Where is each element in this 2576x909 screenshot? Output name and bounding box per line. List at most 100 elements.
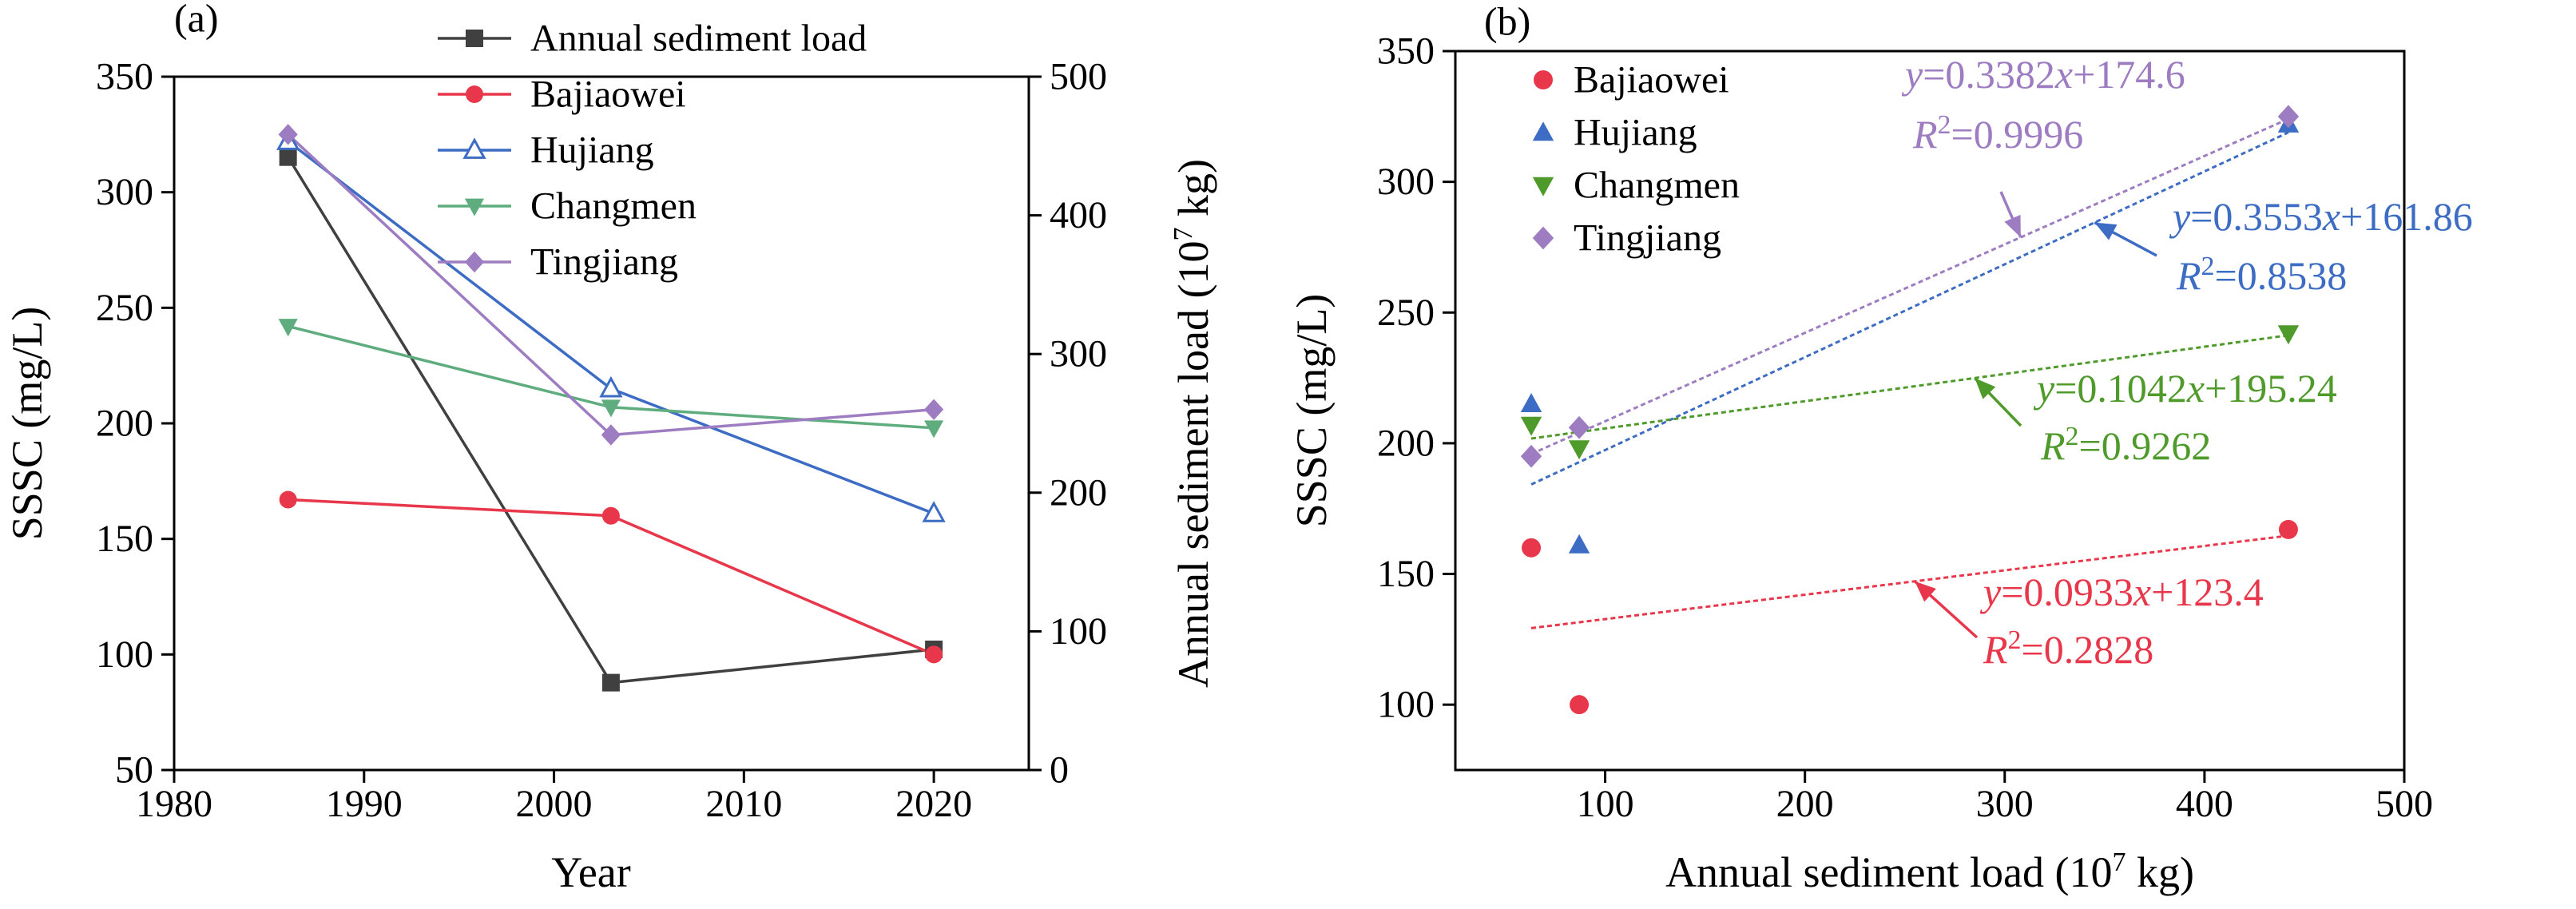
chart-a-y2-tick-label: 300 <box>1050 333 1107 375</box>
chart-b-fit-line-bajiaowei <box>1530 534 2289 629</box>
chart-b-legend: Bajiaowei Hujiang Changmen Tingjiang <box>1532 59 1740 260</box>
chart-a-legend-marker <box>464 198 485 216</box>
chart-a-y2-label-end: kg) <box>1169 159 1217 227</box>
chart-a-x-tick-label: 2020 <box>895 783 972 825</box>
chart-b-legend-marker <box>1532 226 1554 250</box>
chart-a-y2-axis-label: Annual sediment load (107 kg) <box>1169 159 1217 688</box>
chart-a-y2-label-sup: 7 <box>1169 228 1198 241</box>
chart-b-fit-r2: R2=0.8538 <box>2176 252 2347 298</box>
chart-a-panel-label: (a) <box>174 0 219 40</box>
chart-a-legend-label: Hujiang <box>530 129 654 172</box>
chart-a-y2-tick-label: 500 <box>1050 56 1107 98</box>
chart-a-y-tick-label: 100 <box>96 633 153 676</box>
chart-a-y2-tick-label: 200 <box>1050 471 1107 514</box>
chart-a-point-tingjiang <box>924 399 944 420</box>
chart-a-x-tick-label: 2010 <box>705 783 782 825</box>
chart-b-x-label-sup: 7 <box>2112 847 2125 877</box>
chart-b-point-tingjiang <box>1520 444 1542 468</box>
chart-b-legend-marker <box>1534 70 1553 89</box>
chart-a-point-tingjiang <box>278 124 298 145</box>
chart-b-point-hujiang <box>1568 534 1590 554</box>
chart-b-point-changmen <box>2277 325 2300 345</box>
chart-b-fit-equation: y=0.0933x+123.4 <box>1979 570 2264 614</box>
chart-a-legend-label: Bajiaowei <box>530 73 686 116</box>
chart-b-y-tick-label: 250 <box>1377 292 1435 334</box>
chart-a-y-tick-label: 150 <box>96 518 153 560</box>
chart-a-legend: Annual sediment load Bajiaowei Hujiang Chan… <box>438 18 867 284</box>
chart-a-y2-label-main: Annual sediment load (10 <box>1169 241 1217 688</box>
chart-b-fit-equation: y=0.3553x+161.86 <box>2169 194 2473 239</box>
chart-a-point-bajiaowei <box>601 506 620 525</box>
chart-b-fit-r2: R2=0.9262 <box>2040 422 2211 468</box>
chart-b-x-tick-label: 300 <box>1976 783 2034 825</box>
chart-a-point-changmen <box>924 420 944 439</box>
chart-b-y-tick-label: 300 <box>1377 161 1435 203</box>
chart-b-annotation-arrowhead <box>1975 378 1996 399</box>
chart-b-x-label-main: Annual sediment load (10 <box>1665 848 2112 896</box>
chart-a-point-changmen <box>601 399 621 418</box>
chart-b-legend-marker <box>1532 177 1554 196</box>
chart-a-point-hujiang <box>599 375 623 398</box>
chart-b-point-bajiaowei <box>1522 538 1542 558</box>
chart-b-y-tick-label: 100 <box>1377 684 1435 726</box>
chart-a-point-annual-sediment-load <box>601 673 620 692</box>
chart-b-y-tick-label: 150 <box>1377 553 1435 595</box>
chart-b-point-changmen <box>1520 416 1542 436</box>
chart-a-y-axis-label: SSSC (mg/L) <box>3 307 51 541</box>
chart-b-y-tick-label: 200 <box>1377 422 1435 464</box>
chart-a-y-tick-label: 50 <box>115 749 153 792</box>
chart-a-point-hujiang <box>922 501 946 522</box>
chart-a-y-tick-label: 200 <box>96 403 153 445</box>
chart-b-point-tingjiang <box>2277 105 2300 129</box>
chart-b-y-tick-label: 350 <box>1377 30 1435 73</box>
chart-b-fit-equation: y=0.1042x+195.24 <box>2033 366 2337 411</box>
chart-b: 100 200 300 400 500 100 150 200 250 300 350 y=0.0… <box>1288 0 2473 896</box>
chart-b-legend-label: Changmen <box>1574 165 1740 207</box>
chart-b-point-bajiaowei <box>2278 519 2298 539</box>
chart-b-x-tick-label: 200 <box>1776 783 1834 825</box>
chart-b-fit-equation: y=0.3382x+174.6 <box>1901 52 2185 97</box>
chart-b-annotation-arrowhead <box>1915 581 1936 602</box>
chart-a-point-changmen <box>278 319 298 337</box>
chart-b-point-bajiaowei <box>1570 695 1590 715</box>
chart-a-legend-marker <box>466 30 483 47</box>
chart-a-x-tick-label: 1980 <box>136 783 212 825</box>
chart-b-legend-label: Tingjiang <box>1574 217 1721 260</box>
chart-b-fit-line-hujiang <box>1530 131 2289 486</box>
chart-b-x-axis-label: Annual sediment load (107 kg) <box>1665 847 2194 896</box>
chart-b-x-tick-label: 100 <box>1577 783 1634 825</box>
chart-b-legend-label: Hujiang <box>1574 112 1697 154</box>
chart-a-legend-marker <box>464 251 485 273</box>
chart-a-y2-tick-label: 400 <box>1050 194 1107 236</box>
chart-b-frame <box>1454 50 2406 772</box>
chart-a-legend-label: Annual sediment load <box>530 18 867 60</box>
chart-a-legend-marker <box>462 137 486 159</box>
chart-b-fit-r2: R2=0.2828 <box>1983 625 2153 672</box>
chart-b-x-tick-label: 400 <box>2176 783 2233 825</box>
chart-b-legend-marker <box>1532 121 1554 141</box>
chart-a-y2-tick-label: 100 <box>1050 610 1107 653</box>
chart-b-annotation-arrowhead <box>2094 222 2118 240</box>
chart-a-point-bajiaowei <box>279 490 297 509</box>
chart-a-y-tick-label: 300 <box>96 171 153 213</box>
chart-b-point-hujiang <box>1520 393 1542 413</box>
chart-b-y-axis-label: SSSC (mg/L) <box>1288 294 1336 528</box>
chart-a-series-line-annual-sediment-load <box>287 156 935 685</box>
chart-b-x-label-end: kg) <box>2125 848 2193 896</box>
chart-b-fit-r2: R2=0.9996 <box>1912 110 2083 157</box>
chart-a-legend-label: Changmen <box>530 185 697 228</box>
chart-a-point-tingjiang <box>601 424 621 446</box>
chart-b-annotation-arrowhead <box>2004 214 2021 238</box>
chart-a: 1980 1990 2000 2010 2020 5010015020025030035… <box>3 0 1217 896</box>
chart-b-point-tingjiang <box>1568 415 1590 439</box>
chart-a-point-annual-sediment-load <box>279 148 297 166</box>
chart-a-x-axis-label: Year <box>551 848 631 896</box>
chart-a-x-tick-label: 2000 <box>516 783 593 825</box>
chart-a-legend-label: Tingjiang <box>530 241 678 284</box>
chart-b-point-changmen <box>1568 440 1590 460</box>
chart-b-fit-line-tingjiang <box>1530 117 2289 455</box>
chart-a-x-tick-label: 1990 <box>326 783 403 825</box>
chart-b-legend-label: Bajiaowei <box>1574 59 1729 101</box>
chart-b-x-tick-label: 500 <box>2376 783 2433 825</box>
